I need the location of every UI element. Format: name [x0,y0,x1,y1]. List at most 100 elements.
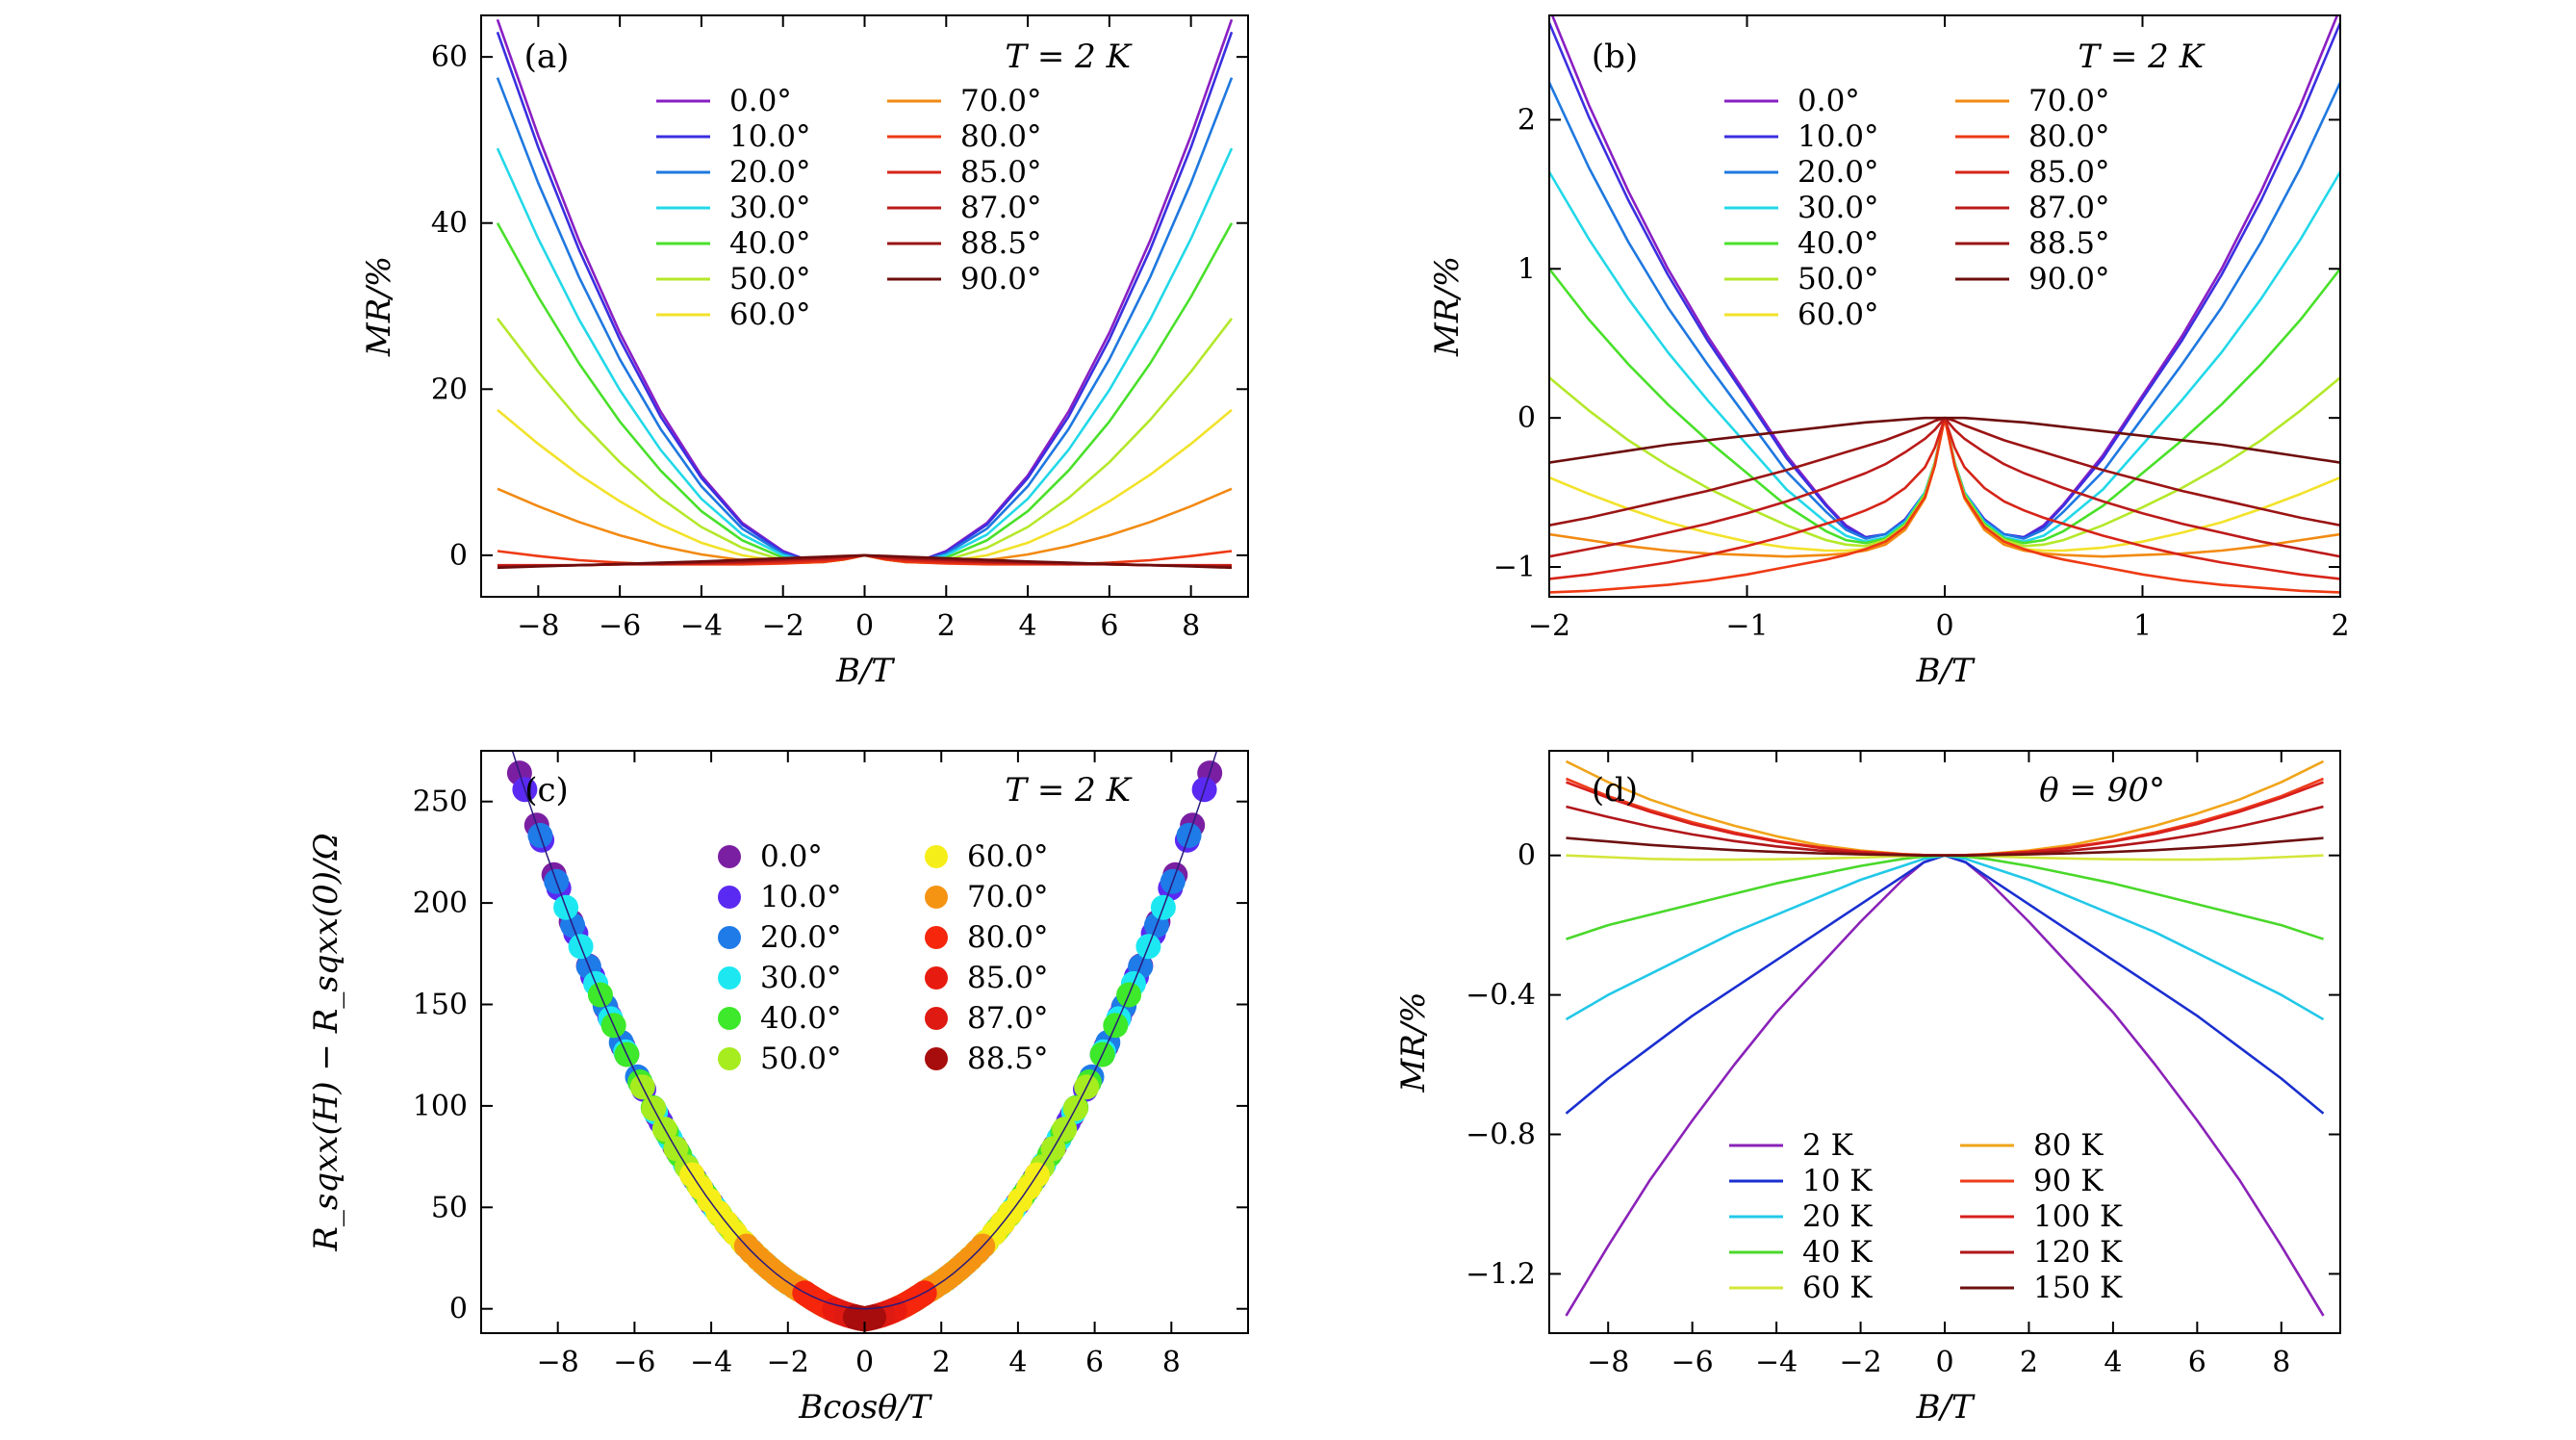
legend: 0.0°10.0°20.0°30.0°40.0°50.0°60.0°70.0°8… [718,839,1049,1076]
plot-frame [1548,750,2341,1334]
legend-label: 0.0° [729,84,792,118]
legend: 0.0°10.0°20.0°30.0°40.0°50.0°60.0°70.0°8… [656,84,1042,332]
y-tick-label: 20 [431,373,468,406]
y-axis-title: R_sqxx(H) − R_sqxx(0)/Ω [307,833,345,1251]
panel-annotation: θ = 90° [2039,771,2165,810]
legend-label: 0.0° [760,839,823,874]
series-line-2K [1565,854,2325,1317]
x-axis-title: B/T [1915,1388,1975,1427]
y-tick-label: 2 [1518,103,1536,137]
data-point [861,1304,887,1330]
y-tick-label: −0.8 [1466,1119,1536,1152]
x-tick-label: −4 [1755,1346,1798,1379]
legend-marker [718,845,741,868]
legend-label: 50.0° [1798,262,1879,296]
series-line-40.0 [496,222,1234,564]
x-tick-label: −4 [680,609,723,643]
x-tick-label: −6 [599,609,641,643]
series-line-30.0 [1549,170,2340,544]
legend-label: 40.0° [760,1001,842,1036]
y-tick-label: 0 [449,539,468,573]
legend-label: 20 K [1802,1199,1873,1234]
legend: 0.0°10.0°20.0°30.0°40.0°50.0°60.0°70.0°8… [1724,84,2110,332]
x-tick-label: 8 [1162,1346,1181,1379]
legend-marker [925,1007,948,1030]
x-tick-label: 2 [2020,1346,2038,1379]
x-tick-label: 6 [2188,1346,2206,1379]
series-line-10.0 [1549,22,2340,539]
legend-label: 60 K [1802,1271,1873,1305]
legend-label: 80.0° [2028,119,2110,154]
x-tick-label: 0 [1935,1346,1953,1379]
x-tick-label: −1 [1725,609,1768,643]
series-line-40K [1566,854,2324,940]
series-line-90.0 [1549,416,2340,464]
x-tick-label: 0 [1935,609,1953,643]
series-line-10K [1565,854,2325,1115]
x-tick-label: 8 [2272,1346,2290,1379]
legend-label: 88.5° [2028,226,2110,261]
panel-label: (a) [524,38,570,76]
legend-label: 85.0° [2028,155,2110,190]
x-tick-label: −2 [1528,609,1570,643]
x-tick-label: −6 [1671,1346,1714,1379]
x-tick-label: 4 [1008,1346,1027,1379]
x-tick-label: −4 [690,1346,732,1379]
panel-label: (b) [1592,38,1638,76]
series-line-80K [1565,759,2325,858]
y-tick-label: −0.4 [1466,979,1536,1013]
series-line-20.0 [496,77,1234,564]
x-tick-label: 4 [1019,609,1037,643]
panel-label: (d) [1592,771,1638,810]
legend-label: 50.0° [729,262,811,296]
y-tick-label: 200 [413,887,468,920]
legend-label: 85.0° [960,155,1042,190]
legend-label: 87.0° [960,191,1042,225]
legend-label: 30.0° [729,191,811,225]
x-tick-label: −8 [537,1346,579,1379]
legend-label: 85.0° [967,961,1049,995]
y-tick-label: 0 [1518,401,1536,435]
legend-marker [718,1007,741,1030]
series-line-10.0 [496,31,1234,564]
legend-marker [925,1047,948,1070]
series-line-87.0 [1549,416,2340,558]
y-tick-label: −1.2 [1466,1257,1536,1291]
x-tick-label: 1 [2133,609,2152,643]
x-tick-label: 2 [937,609,956,643]
x-tick-label: −8 [517,609,559,643]
legend-label: 70.0° [960,84,1042,118]
x-tick-label: 6 [1100,609,1118,643]
legend-label: 30.0° [760,961,842,995]
y-tick-label: 100 [413,1090,468,1123]
x-tick-label: −6 [613,1346,655,1379]
legend-label: 60.0° [729,297,811,332]
series-line-60.0 [1549,416,2340,553]
panel-annotation: T = 2 K [2078,38,2206,76]
legend-marker [718,966,741,990]
series-line-80.0 [497,550,1233,566]
fit-curve [511,751,1218,1310]
legend-marker [925,966,948,990]
legend-marker [718,886,741,909]
legend-marker [925,926,948,949]
y-tick-label: 50 [431,1191,468,1224]
legend-label: 10.0° [1798,119,1879,154]
y-tick-label: 250 [413,785,468,819]
series-line-60.0 [497,408,1233,564]
series-line-85.0 [1549,416,2340,580]
legend-label: 20.0° [760,920,842,955]
series-line-88.5 [1549,416,2340,527]
legend-label: 87.0° [2028,191,2110,225]
series-line-30.0 [496,147,1234,564]
series-line-20K [1565,854,2325,1021]
y-tick-label: 0 [1518,839,1536,873]
series-line-20.0 [1549,82,2340,540]
panel-d: −8 −6 −4 −2 0 2 4 6 8 0 −0.4 −0.8 −1.2 B/T MR/% (d) θ = … [1394,750,2341,1427]
y-tick-label: 150 [413,989,468,1022]
legend-label: 120 K [2033,1235,2123,1270]
x-tick-label: 2 [932,1346,951,1379]
x-axis-title: Bcosθ/T [798,1388,932,1427]
y-tick-label: 40 [431,207,468,241]
